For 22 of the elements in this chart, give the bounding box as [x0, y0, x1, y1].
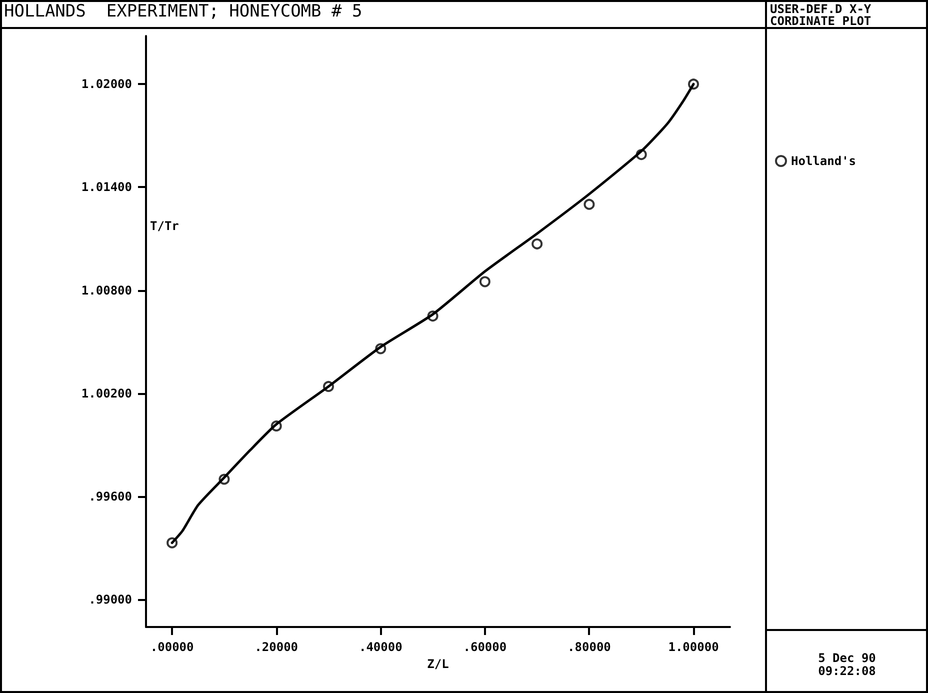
point [532, 238, 543, 250]
x-tick-label: .00000 [150, 640, 194, 654]
legend-label: Holland's [791, 154, 856, 168]
x-tick-label: 1.00000 [668, 640, 719, 654]
y-tick-label: .99600 [88, 489, 132, 504]
y-tick-label: .99000 [88, 592, 132, 607]
point [479, 276, 490, 288]
y-tick-label: 1.00200 [81, 386, 132, 400]
x-tick-label: .20000 [254, 640, 298, 654]
x-tick-label: .60000 [463, 640, 507, 654]
text: 5 Dec 90 [818, 651, 876, 665]
y-tick-label: 1.02000 [81, 77, 132, 92]
chart-title: HOLLANDS EXPERIMENT; HONEYCOMB # 5 [4, 2, 362, 22]
x-tick-label: .40000 [358, 640, 402, 654]
y-tick-label: 1.01400 [81, 180, 132, 194]
text: USER-DEF.D X-Y CORDINATE PLOT [770, 2, 872, 28]
point [584, 198, 595, 210]
x-axis-title: Z/L [427, 656, 449, 671]
text: 09:22:08 [818, 664, 876, 678]
y-tick-label: 1.00800 [81, 283, 132, 298]
y-axis-title: T/Tr [150, 219, 179, 233]
x-tick-label: .80000 [568, 640, 611, 654]
